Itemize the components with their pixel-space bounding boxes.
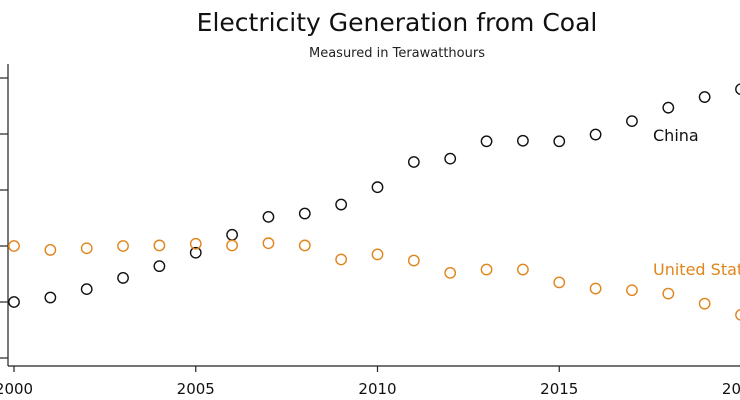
china-point	[153, 260, 166, 273]
china-point	[8, 296, 20, 308]
china-point	[480, 135, 493, 148]
united-states-point	[298, 239, 311, 252]
united-states-point	[117, 240, 129, 252]
united-states-point	[371, 248, 384, 261]
united-states-point	[407, 254, 420, 267]
united-states-point	[8, 240, 20, 252]
china-point	[117, 272, 129, 284]
china-point	[44, 291, 57, 304]
data-points	[8, 83, 740, 321]
united-states-point	[626, 284, 638, 297]
china-point	[371, 181, 384, 194]
china-point	[335, 198, 348, 211]
china-point	[735, 83, 740, 96]
united-states-point	[335, 253, 348, 266]
x-tick-label: 2015	[540, 380, 578, 398]
series-labels: China United States	[653, 126, 740, 279]
united-states-point	[553, 276, 566, 289]
united-states-series-label: United States	[653, 260, 740, 279]
united-states-point	[262, 237, 275, 250]
united-states-point	[153, 239, 166, 252]
united-states-point	[80, 242, 93, 255]
united-states-point	[189, 237, 202, 250]
china-point	[444, 152, 457, 165]
united-states-point	[44, 244, 57, 256]
x-tick-label: 2005	[177, 380, 215, 398]
china-point	[80, 283, 93, 296]
united-states-point	[444, 266, 457, 279]
united-states-point	[517, 263, 529, 276]
x-tick-label: 2000	[0, 380, 33, 398]
china-point	[553, 135, 566, 148]
united-states-point	[226, 239, 239, 252]
chart-subtitle: Measured in Terawatthours	[308, 46, 485, 61]
china-point	[662, 101, 675, 114]
x-tick-label: 2020	[722, 380, 740, 398]
united-states-point	[735, 309, 740, 321]
china-point	[698, 91, 711, 103]
china-series-label: China	[653, 126, 699, 145]
x-tick-label: 2010	[358, 380, 396, 398]
chart-title: Electricity Generation from Coal	[196, 8, 598, 37]
china-point	[517, 134, 529, 147]
china-point	[626, 115, 638, 128]
united-states-point	[480, 263, 493, 276]
united-states-point	[589, 282, 602, 295]
china-point	[407, 156, 420, 168]
united-states-point	[698, 297, 711, 310]
axes: 2000 2005 2010 2015 2020	[0, 64, 740, 398]
united-states-point	[662, 287, 675, 300]
china-point	[262, 210, 275, 223]
china-point	[589, 128, 602, 141]
china-point	[298, 207, 311, 220]
china-point	[226, 228, 239, 241]
china-point	[189, 246, 202, 259]
